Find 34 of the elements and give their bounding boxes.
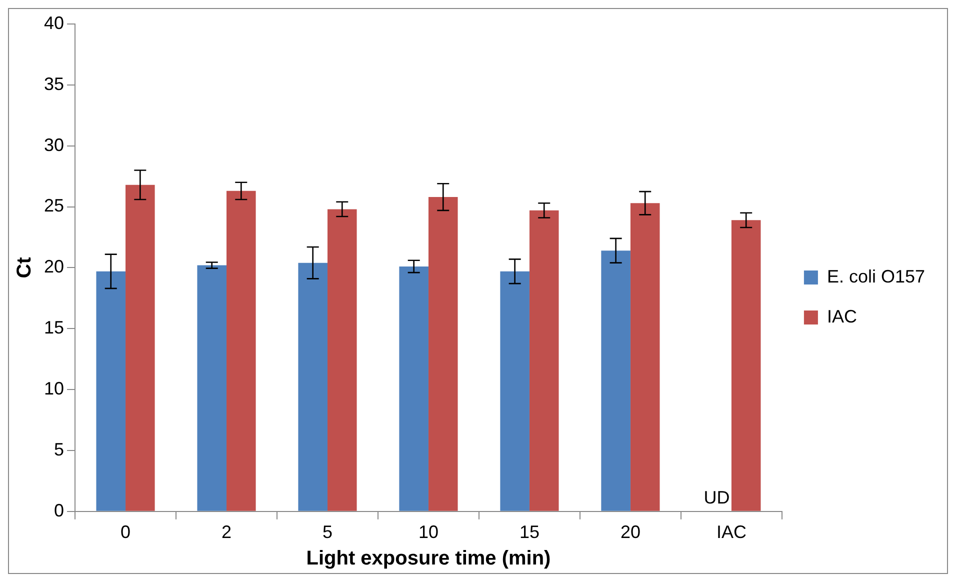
bar	[327, 209, 357, 511]
legend-label: IAC	[826, 306, 857, 326]
bar	[428, 197, 458, 511]
x-tick-label: IAC	[716, 522, 746, 542]
bar	[126, 184, 155, 511]
y-tick-label: 30	[44, 134, 64, 155]
y-axis-title: Ct	[14, 256, 36, 278]
x-tick-label: 5	[322, 522, 333, 542]
x-axis-title: Light exposure time (min)	[306, 548, 551, 570]
bar	[197, 265, 227, 511]
y-tick-label: 40	[44, 12, 64, 33]
bar	[96, 271, 126, 511]
x-tick-label: 15	[519, 522, 540, 542]
x-tick-label: 2	[222, 522, 232, 542]
x-tick-label: 10	[418, 522, 438, 542]
bar	[226, 190, 256, 511]
y-tick-label: 5	[54, 439, 64, 460]
bar	[529, 210, 559, 511]
y-tick-label: 15	[44, 318, 64, 338]
bar	[630, 203, 660, 511]
bar	[298, 262, 328, 511]
legend-label: E. coli O157	[826, 266, 926, 286]
bar	[731, 220, 761, 511]
y-tick-label: 10	[44, 378, 64, 399]
y-tick-label: 20	[44, 256, 64, 277]
annotation: UD	[704, 487, 730, 508]
x-tick-label: 20	[620, 522, 640, 542]
y-tick-label: 35	[44, 74, 64, 94]
y-tick-label: 25	[44, 196, 64, 216]
x-tick-label: 0	[120, 522, 131, 542]
y-tick-label: 0	[54, 500, 64, 520]
bar	[500, 271, 530, 511]
bar	[399, 266, 428, 511]
bar	[601, 250, 630, 511]
